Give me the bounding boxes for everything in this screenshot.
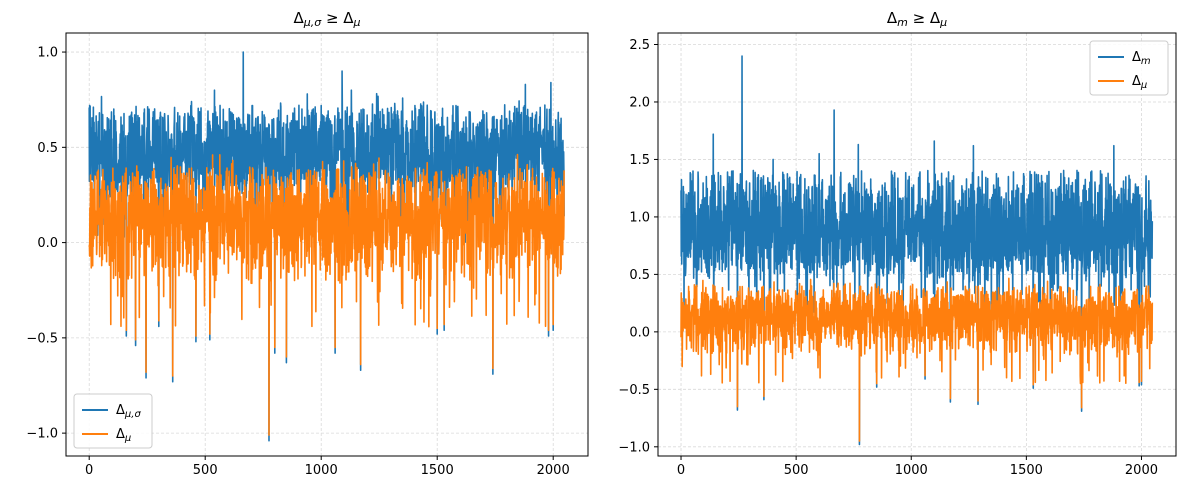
series-group xyxy=(680,55,1154,446)
legend-label: Δμ,σ xyxy=(116,403,141,420)
plot-frame xyxy=(657,32,1177,457)
x-tick-label: 2000 xyxy=(1125,463,1158,478)
y-tick-label: −0.5 xyxy=(26,331,58,346)
legend-label: Δm xyxy=(1132,50,1151,67)
x-tick-label: 1000 xyxy=(895,463,928,478)
plot-frame xyxy=(65,32,589,457)
legend-label: Δμ xyxy=(1132,74,1147,91)
x-tick-label: 500 xyxy=(784,463,809,478)
series-group xyxy=(88,51,565,442)
y-tick-label: 0.5 xyxy=(37,141,58,156)
legend-box xyxy=(73,393,153,449)
chart-title: Δm ≥ Δμ xyxy=(887,9,947,29)
x-tick-label: 0 xyxy=(677,463,685,478)
y-tick-label: 0.5 xyxy=(629,268,650,283)
legend: Δμ,σ Δμ xyxy=(73,393,153,449)
chart-title: Δμ,σ ≥ Δμ xyxy=(293,9,360,29)
x-tick-label: 1500 xyxy=(421,463,454,478)
x-tick-label: 0 xyxy=(85,463,93,478)
series-line-2 xyxy=(88,153,565,436)
x-tick-label: 500 xyxy=(193,463,218,478)
series-line-2 xyxy=(680,277,1154,442)
y-tick-label: 1.5 xyxy=(629,153,650,168)
y-tick-label: 0.0 xyxy=(629,325,650,340)
y-tick-label: 2.0 xyxy=(629,95,650,110)
y-tick-label: 1.0 xyxy=(37,46,58,61)
y-tick-label: 0.0 xyxy=(37,236,58,251)
y-tick-label: −1.0 xyxy=(26,427,58,442)
chart-1: 0 500 1000 1500 2000 −1.0 −0.5 0.0 0.5 1.0 Δμ,σ ≥ … xyxy=(26,9,589,478)
y-tick-label: 2.5 xyxy=(629,38,650,53)
y-tick-label: −0.5 xyxy=(618,383,650,398)
chart-2: 0 500 1000 1500 2000 −1.0 −0.5 0.0 0.5 1.0 1.5 2.0 2… xyxy=(618,9,1177,478)
y-tick-label: −1.0 xyxy=(618,440,650,455)
series-line-1 xyxy=(680,55,1154,446)
x-tick-label: 1000 xyxy=(305,463,338,478)
x-tick-label: 1500 xyxy=(1010,463,1043,478)
legend-label: Δμ xyxy=(116,427,131,444)
y-tick-label: 1.0 xyxy=(629,210,650,225)
legend-box xyxy=(1089,40,1169,96)
legend: Δm Δμ xyxy=(1089,40,1169,96)
x-tick-label: 2000 xyxy=(537,463,570,478)
